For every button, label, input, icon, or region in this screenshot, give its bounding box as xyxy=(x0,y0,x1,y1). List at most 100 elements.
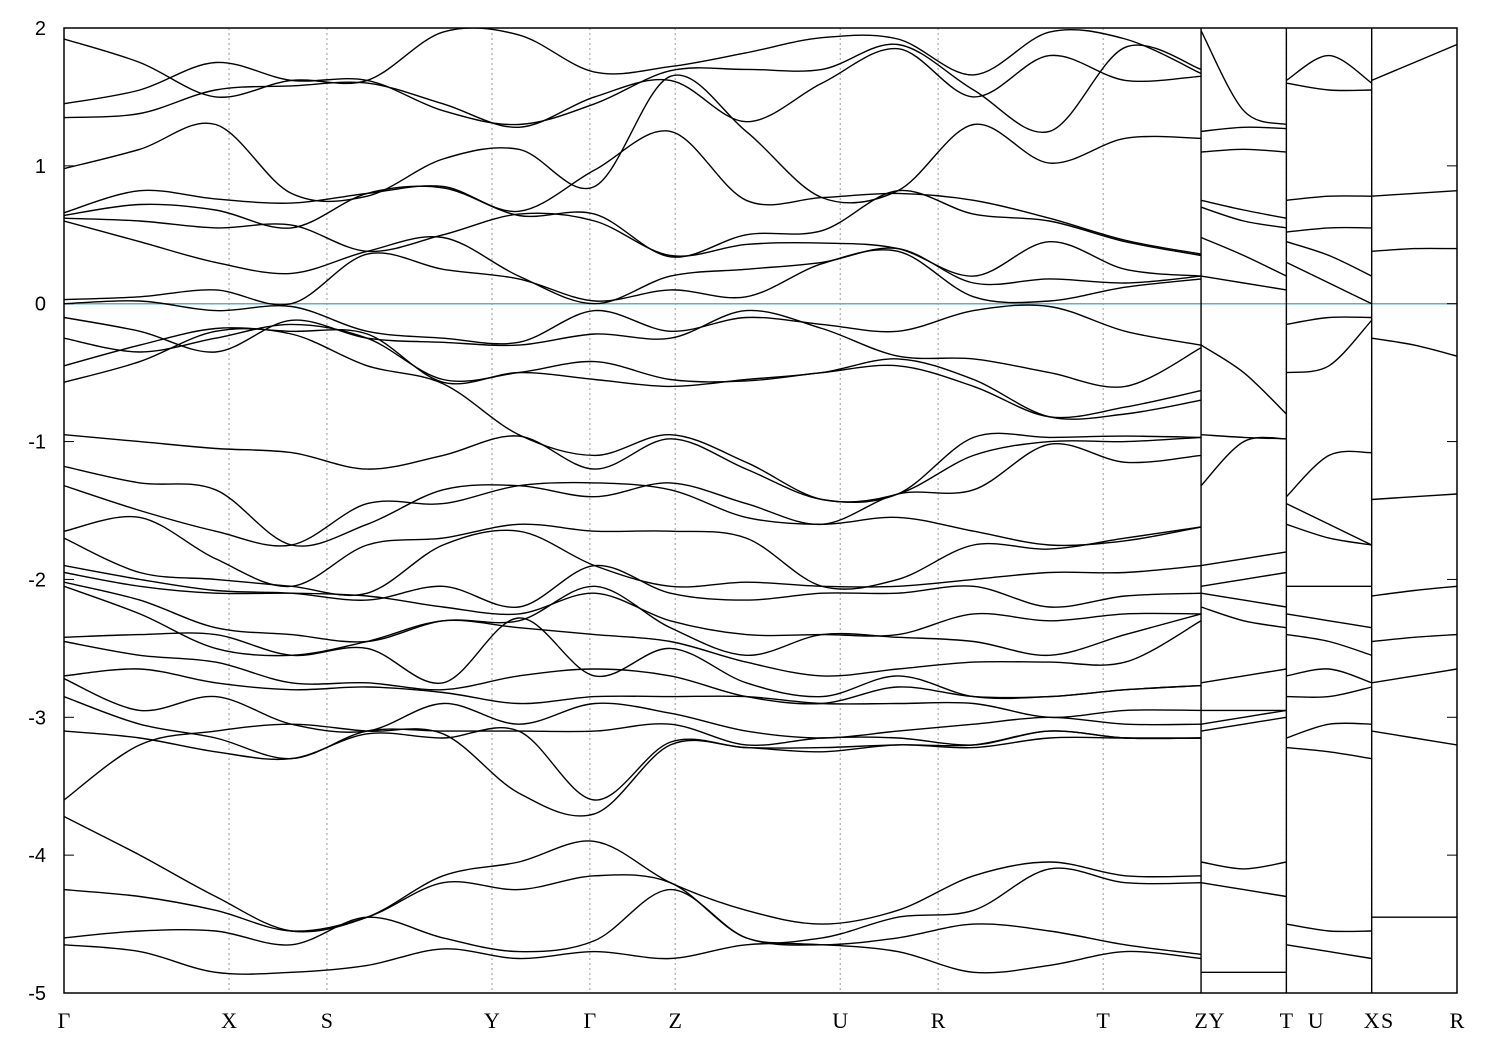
band-line-0-6 xyxy=(64,212,1202,277)
band-line-0-32 xyxy=(64,888,1202,956)
k-point-label-0: Γ xyxy=(58,1008,71,1033)
band-line-1-6 xyxy=(1200,275,1287,291)
band-line-0-2 xyxy=(64,47,1202,129)
band-line-1-2 xyxy=(1201,148,1287,153)
band-line-1-11 xyxy=(1200,571,1287,587)
band-line-1-10 xyxy=(1200,551,1287,567)
band-line-0-3 xyxy=(64,74,1202,204)
band-line-2-4 xyxy=(1286,241,1373,277)
band-line-2-0 xyxy=(1286,54,1373,84)
band-line-0-4 xyxy=(64,130,1202,255)
k-point-label-1: X xyxy=(221,1008,237,1033)
band-line-0-16 xyxy=(64,481,1202,547)
band-line-1-18 xyxy=(1200,861,1287,870)
k-point-label-8: T xyxy=(1096,1008,1110,1033)
band-line-2-6 xyxy=(1286,316,1372,326)
band-line-0-13 xyxy=(64,327,1202,503)
band-line-0-15 xyxy=(64,442,1202,547)
y-tick-label-5: -3 xyxy=(28,707,46,729)
band-line-0-33 xyxy=(64,942,1202,975)
band-line-2-15 xyxy=(1286,686,1372,699)
y-tick-label-2: 0 xyxy=(35,294,46,316)
band-line-3-4 xyxy=(1371,493,1457,501)
band-line-0-31 xyxy=(64,867,1202,944)
band-line-3-5 xyxy=(1371,585,1457,597)
band-line-1-9 xyxy=(1200,436,1287,487)
band-line-0-30 xyxy=(64,815,1202,933)
band-line-0-29 xyxy=(64,723,1202,817)
band-line-0-0 xyxy=(64,28,1202,98)
band-line-2-10 xyxy=(1286,523,1372,546)
band-line-0-24 xyxy=(64,640,1202,705)
k-point-label-3: Y xyxy=(484,1008,500,1033)
y-tick-label-0: 2 xyxy=(35,18,46,40)
band-line-2-13 xyxy=(1286,633,1372,656)
y-tick-label-3: -1 xyxy=(28,432,46,454)
band-line-1-1 xyxy=(1201,126,1287,133)
band-line-0-17 xyxy=(64,515,1202,590)
y-axis-ticks: 2 1 0 -1 -2 -3 -4 -5 xyxy=(28,18,1457,1005)
band-line-1-17 xyxy=(1200,716,1287,732)
band-line-3-8 xyxy=(1371,730,1457,746)
k-point-label-11: T xyxy=(1280,1008,1294,1033)
y-tick-label-7: -5 xyxy=(28,983,46,1005)
band-line-3-3 xyxy=(1371,337,1457,357)
band-line-2-19 xyxy=(1286,944,1372,960)
k-point-label-10: Y xyxy=(1208,1008,1224,1033)
band-line-2-1 xyxy=(1286,82,1372,92)
k-point-label-2: S xyxy=(321,1008,333,1033)
band-line-2-8 xyxy=(1285,450,1372,498)
band-lines xyxy=(64,28,1457,975)
plot-frame xyxy=(63,27,1458,994)
band-line-1-19 xyxy=(1200,882,1287,898)
band-line-1-3 xyxy=(1200,199,1287,219)
band-line-0-21 xyxy=(64,581,1202,657)
band-line-2-7 xyxy=(1286,319,1373,374)
band-line-1-13 xyxy=(1200,606,1287,629)
band-line-0-23 xyxy=(64,617,1202,700)
y-tick-label-4: -2 xyxy=(28,569,46,591)
band-line-0-9 xyxy=(64,300,1202,346)
band-line-0-25 xyxy=(64,668,1202,719)
band-line-0-19 xyxy=(64,564,1202,608)
band-line-2-12 xyxy=(1286,613,1372,629)
band-line-2-18 xyxy=(1286,923,1372,933)
band-line-0-20 xyxy=(64,571,1202,637)
k-point-label-14: S xyxy=(1381,1008,1393,1033)
band-line-3-2 xyxy=(1371,247,1457,252)
y-tick-label-1: 1 xyxy=(35,156,46,178)
k-point-label-13: X xyxy=(1364,1008,1380,1033)
band-line-0-8 xyxy=(64,249,1202,306)
band-line-1-12 xyxy=(1200,592,1287,608)
band-line-1-0 xyxy=(1200,30,1287,126)
path-break-lines xyxy=(1200,28,1373,993)
band-line-2-2 xyxy=(1286,195,1372,201)
band-line-0-14 xyxy=(64,432,1202,503)
band-line-0-22 xyxy=(64,585,1202,677)
k-point-label-9: Z xyxy=(1194,1008,1207,1033)
band-line-1-5 xyxy=(1200,236,1287,277)
band-line-3-1 xyxy=(1371,190,1457,197)
band-line-1-4 xyxy=(1200,206,1287,229)
band-line-0-5 xyxy=(64,185,1202,258)
k-point-label-15: R xyxy=(1450,1008,1465,1033)
band-line-3-0 xyxy=(1371,43,1457,82)
k-point-label-5: Z xyxy=(668,1008,681,1033)
band-line-0-7 xyxy=(64,220,1202,305)
band-line-3-7 xyxy=(1371,668,1457,684)
band-line-0-1 xyxy=(64,43,1202,134)
band-line-0-10 xyxy=(64,309,1202,388)
band-line-1-7 xyxy=(1200,344,1287,415)
band-line-2-9 xyxy=(1286,502,1373,546)
band-line-2-3 xyxy=(1286,226,1372,233)
band-line-1-14 xyxy=(1200,668,1287,684)
k-point-label-6: U xyxy=(832,1008,848,1033)
k-point-label-4: Γ xyxy=(584,1008,597,1033)
y-tick-label-6: -4 xyxy=(28,845,46,867)
band-line-2-17 xyxy=(1286,746,1372,760)
k-point-label-12: U xyxy=(1308,1008,1324,1033)
k-point-label-7: R xyxy=(931,1008,946,1033)
